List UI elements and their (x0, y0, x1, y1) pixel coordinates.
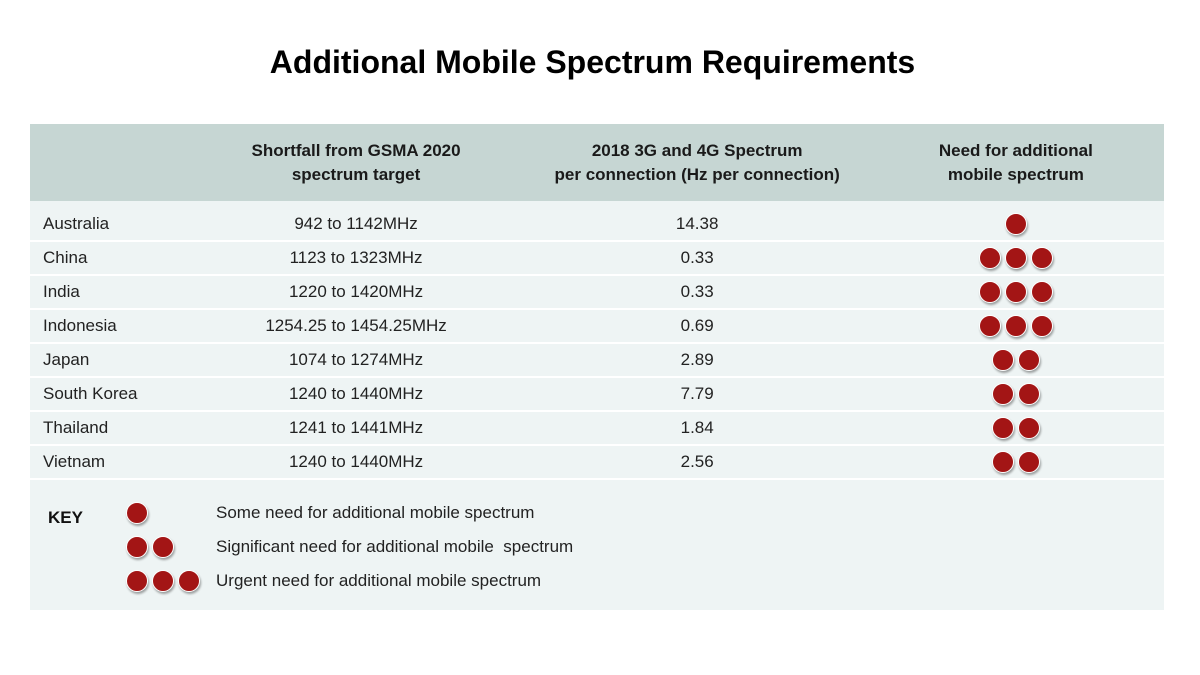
red-dot-icon (126, 570, 148, 592)
key-item-text: Some need for additional mobile spectrum (216, 503, 535, 522)
red-dot-icon (126, 536, 148, 558)
shortfall-cell: 1240 to 1440MHz (288, 452, 424, 471)
per-connection-cell: 0.33 (680, 282, 714, 301)
red-dot-icon (1017, 383, 1040, 405)
spectrum-table: Shortfall from GSMA 2020 spectrum target… (30, 124, 1164, 610)
table-row: Thailand 1241 to 1441MHz 1.84 (30, 412, 1164, 446)
need-dots (868, 213, 1164, 235)
shortfall-cell: 1123 to 1323MHz (289, 248, 423, 267)
red-dot-icon (152, 536, 174, 558)
country-cell: Japan (43, 350, 90, 369)
red-dot-icon (991, 349, 1014, 371)
red-dot-icon (1017, 417, 1040, 439)
red-dot-icon (978, 281, 1001, 303)
table-row: India 1220 to 1420MHz 0.33 (30, 276, 1164, 310)
per-connection-cell: 0.33 (680, 248, 714, 267)
red-dot-icon (978, 247, 1001, 269)
shortfall-cell: 1220 to 1420MHz (288, 282, 424, 301)
shortfall-cell: 1240 to 1440MHz (288, 384, 424, 403)
red-dot-icon (1030, 315, 1053, 337)
table-row: South Korea 1240 to 1440MHz 7.79 (30, 378, 1164, 412)
need-dots (126, 570, 206, 592)
red-dot-icon (152, 570, 174, 592)
per-connection-cell: 7.79 (680, 384, 714, 403)
key-item: Significant need for additional mobile s… (126, 536, 573, 558)
table-row: Indonesia 1254.25 to 1454.25MHz 0.69 (30, 310, 1164, 344)
need-dots (868, 417, 1164, 439)
need-dots (868, 349, 1164, 371)
country-cell: South Korea (43, 384, 138, 403)
per-connection-cell: 0.69 (680, 316, 714, 335)
per-connection-cell: 2.89 (680, 350, 714, 369)
key-item-text: Urgent need for additional mobile spectr… (216, 571, 542, 590)
key-item-text: Significant need for additional mobile s… (216, 537, 574, 556)
need-cell (868, 247, 1164, 269)
country-cell: Indonesia (43, 316, 117, 335)
red-dot-icon (178, 570, 200, 592)
country-cell: Australia (43, 214, 110, 233)
need-cell (868, 281, 1164, 303)
country-cell: India (43, 282, 80, 301)
red-dot-icon (126, 502, 148, 524)
header-per-connection: 2018 3G and 4G Spectrum per connection (… (554, 140, 840, 184)
need-cell (868, 213, 1164, 235)
red-dot-icon (991, 383, 1014, 405)
need-dots (868, 383, 1164, 405)
need-dots (868, 281, 1164, 303)
red-dot-icon (1004, 213, 1027, 235)
need-cell (868, 383, 1164, 405)
per-connection-cell: 2.56 (680, 452, 714, 471)
per-connection-cell: 1.84 (680, 418, 714, 437)
key-item: Urgent need for additional mobile spectr… (126, 570, 541, 592)
red-dot-icon (991, 417, 1014, 439)
country-cell: Thailand (43, 418, 109, 437)
red-dot-icon (1017, 451, 1040, 473)
red-dot-icon (1030, 281, 1053, 303)
table-row: China 1123 to 1323MHz 0.33 (30, 242, 1164, 276)
need-cell (868, 349, 1164, 371)
red-dot-icon (991, 451, 1014, 473)
page-title: Additional Mobile Spectrum Requirements (269, 44, 916, 80)
table-header: Shortfall from GSMA 2020 spectrum target… (30, 124, 1164, 201)
need-dots (868, 451, 1164, 473)
need-cell (868, 451, 1164, 473)
red-dot-icon (1017, 349, 1040, 371)
shortfall-cell: 1074 to 1274MHz (288, 350, 424, 369)
red-dot-icon (1004, 247, 1027, 269)
table-row: Japan 1074 to 1274MHz 2.89 (30, 344, 1164, 378)
key-label: KEY (48, 508, 83, 527)
shortfall-cell: 1254.25 to 1454.25MHz (265, 316, 447, 335)
table-row: Vietnam 1240 to 1440MHz 2.56 (30, 446, 1164, 478)
header-need: Need for additional mobile spectrum (938, 140, 1093, 184)
table-row: Australia 942 to 1142MHz 14.38 (30, 208, 1164, 242)
red-dot-icon (978, 315, 1001, 337)
per-connection-cell: 14.38 (675, 214, 719, 233)
country-cell: Vietnam (43, 452, 106, 471)
red-dot-icon (1030, 247, 1053, 269)
need-cell (868, 315, 1164, 337)
shortfall-cell: 1241 to 1441MHz (288, 418, 424, 437)
need-dots (126, 536, 206, 558)
key-legend: KEY Some need for additional mobile spec… (30, 478, 1164, 610)
shortfall-cell: 942 to 1142MHz (294, 214, 418, 233)
need-dots (868, 315, 1164, 337)
header-shortfall: Shortfall from GSMA 2020 spectrum target (251, 140, 461, 184)
country-cell: China (43, 248, 88, 267)
red-dot-icon (1004, 315, 1027, 337)
table-body: Australia 942 to 1142MHz 14.38 China 1123 to… (30, 201, 1164, 478)
need-dots (126, 502, 206, 524)
need-dots (868, 247, 1164, 269)
red-dot-icon (1004, 281, 1027, 303)
need-cell (868, 417, 1164, 439)
key-item: Some need for additional mobile spectrum (126, 502, 534, 524)
